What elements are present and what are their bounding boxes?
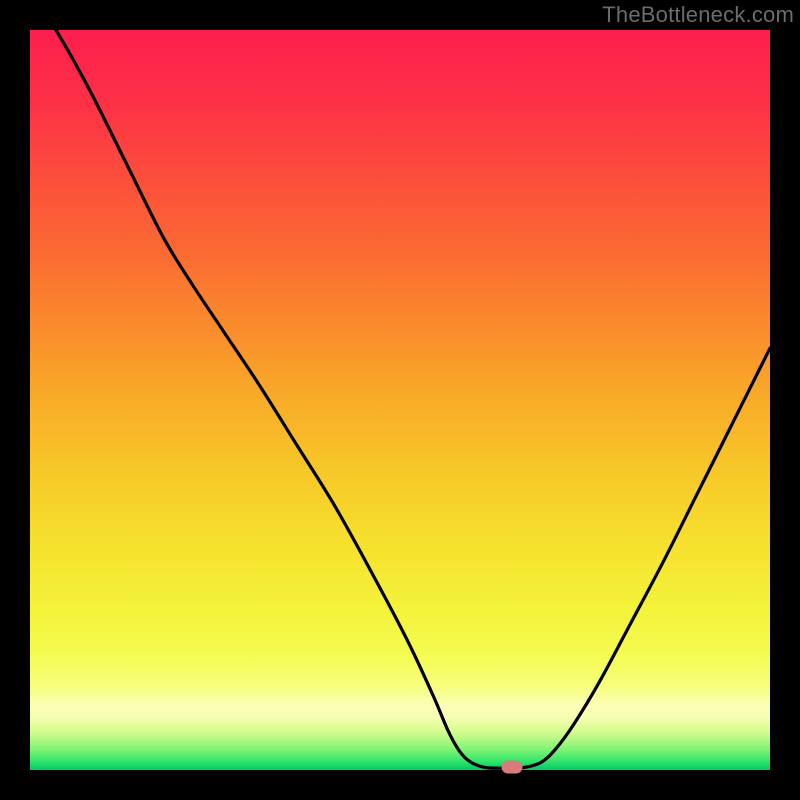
- watermark-text: TheBottleneck.com: [602, 2, 794, 28]
- minimum-marker: [502, 760, 523, 773]
- chart-canvas: TheBottleneck.com: [0, 0, 800, 800]
- plot-area: [30, 30, 770, 770]
- bottleneck-curve: [30, 30, 770, 770]
